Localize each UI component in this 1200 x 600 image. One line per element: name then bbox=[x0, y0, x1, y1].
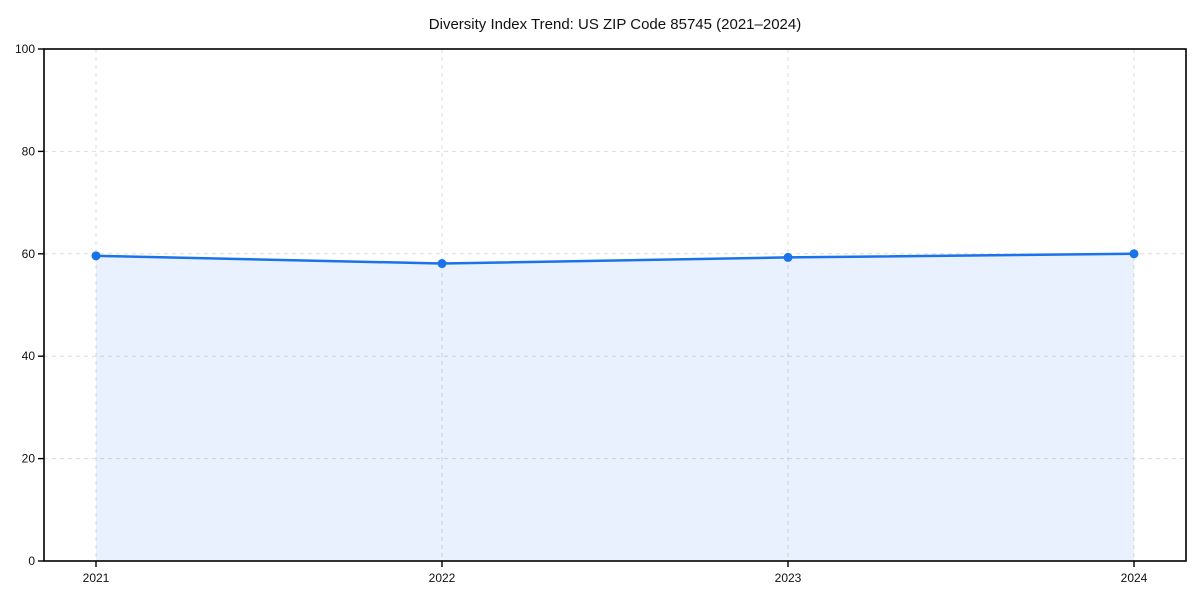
trend-line bbox=[94, 252, 1136, 265]
y-tick-label: 80 bbox=[22, 144, 36, 158]
data-point-marker bbox=[91, 251, 101, 261]
data-point-marker bbox=[1129, 249, 1139, 259]
plot-area: 0 20 40 60 80 100 2021 2022 2023 2024 bbox=[15, 42, 1187, 585]
x-tick-label: 2021 bbox=[83, 571, 110, 585]
y-tick-label: 0 bbox=[28, 554, 35, 568]
x-tick-label: 2022 bbox=[429, 571, 456, 585]
x-tick-label: 2024 bbox=[1121, 571, 1148, 585]
y-tick-label: 100 bbox=[15, 42, 35, 56]
area-fill bbox=[96, 253, 1134, 562]
data-point-marker bbox=[783, 252, 793, 262]
chart-title: Diversity Index Trend: US ZIP Code 85745… bbox=[429, 16, 801, 33]
y-tick-label: 20 bbox=[22, 452, 36, 466]
y-tick-label: 40 bbox=[22, 349, 36, 363]
x-tick-label: 2023 bbox=[775, 571, 802, 585]
plot-border bbox=[43, 48, 1187, 562]
y-tick-label: 60 bbox=[22, 247, 36, 261]
data-point-marker bbox=[437, 259, 447, 269]
